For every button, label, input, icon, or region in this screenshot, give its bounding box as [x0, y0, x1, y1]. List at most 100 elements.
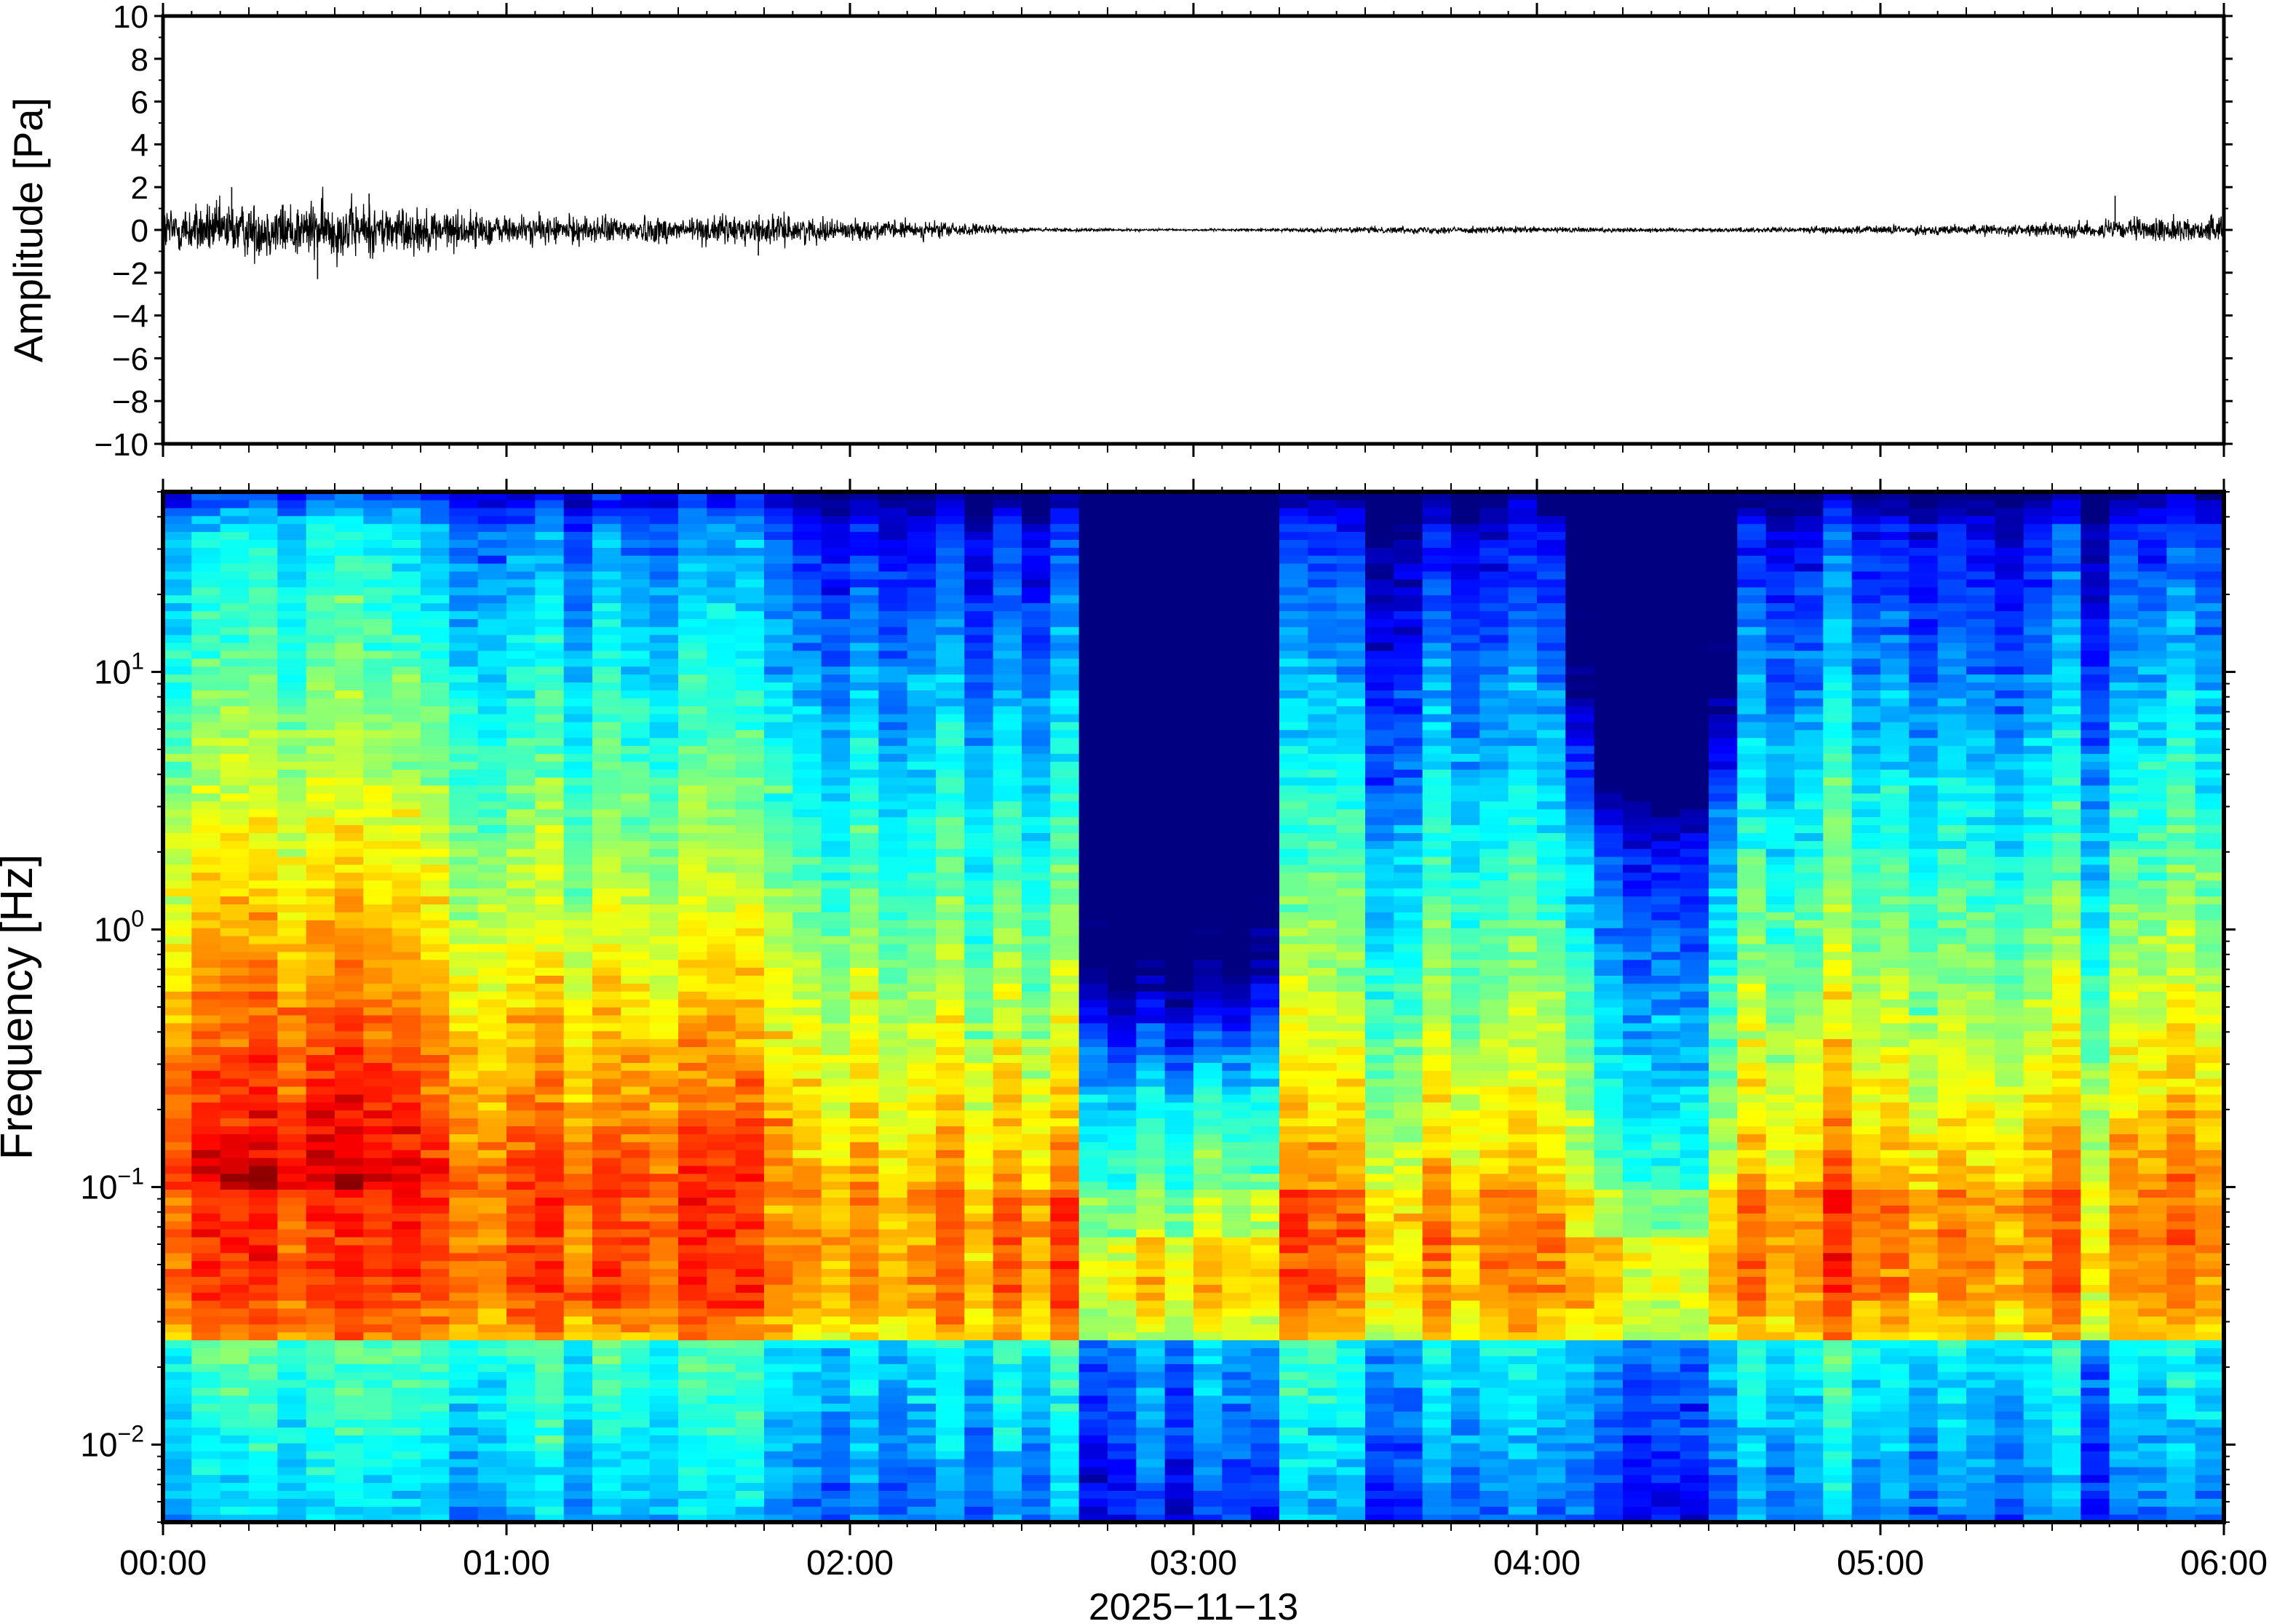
spectrogram-cell [964, 1379, 994, 1388]
spectrogram-cell [163, 1514, 192, 1522]
spectrogram-cell [993, 539, 1022, 548]
spectrogram-cell [421, 721, 450, 731]
spectrogram-cell [1078, 1260, 1108, 1270]
spectrogram-cell [220, 1086, 250, 1095]
spectrogram-cell [649, 1332, 679, 1341]
spectrogram-cell [306, 1466, 335, 1476]
spectrogram-cell [621, 555, 651, 564]
spectrogram-cell [850, 792, 879, 802]
spectrogram-cell [936, 523, 965, 533]
spectrogram-cell [1164, 1189, 1194, 1198]
spectrogram-cell [220, 936, 250, 944]
spectrogram-cell [1108, 840, 1137, 849]
spectrogram-cell [506, 1490, 536, 1499]
spectrogram-cell [1050, 1038, 1080, 1048]
spectrogram-cell [421, 1197, 450, 1206]
spectrogram-cell [592, 808, 621, 818]
spectrogram-cell [1050, 872, 1080, 881]
spectrogram-cell [1050, 539, 1080, 548]
spectrogram-cell [363, 1458, 393, 1468]
spectrogram-cell [1193, 1451, 1223, 1460]
spectrogram-cell [850, 912, 879, 920]
spectrogram-cell [563, 1118, 593, 1126]
spectrogram-cell [678, 1292, 707, 1301]
spectrogram-cell [1193, 936, 1223, 944]
spectrogram-cell [649, 1197, 679, 1206]
spectrogram-cell [563, 1046, 593, 1055]
spectrogram-cell [449, 1307, 479, 1317]
spectrogram-cell [1078, 943, 1108, 952]
spectrogram-cell [306, 1252, 335, 1262]
spectrogram-cell [792, 1324, 822, 1333]
spectrogram-cell [163, 1221, 192, 1230]
spectrogram-cell [535, 896, 565, 904]
spectrogram-cell [907, 745, 937, 755]
spectrogram-cell [392, 1150, 421, 1158]
spectrogram-cell [964, 1276, 994, 1285]
spectrogram-cell [1078, 1142, 1108, 1150]
spectrogram-cell [163, 1236, 192, 1246]
spectrogram-cell [335, 626, 364, 635]
spectrogram-cell [277, 1435, 307, 1444]
spectrogram-cell [563, 634, 593, 643]
spectrogram-cell [792, 547, 822, 556]
spectrogram-cell [477, 563, 507, 572]
spectrogram-cell [621, 714, 651, 723]
spectrogram-cell [1022, 800, 1051, 810]
spectrogram-cell [477, 721, 507, 731]
spectrogram-cell [163, 642, 192, 651]
spectrogram-cell [220, 1482, 250, 1491]
spectrogram-cell [306, 737, 335, 747]
spectrogram-cell [1136, 658, 1166, 667]
spectrogram-cell [1078, 1372, 1108, 1380]
spectrogram-cell [421, 650, 450, 659]
spectrogram-cell [993, 753, 1022, 762]
spectrogram-cell [1136, 959, 1166, 968]
spectrogram-cell [678, 539, 707, 548]
spectrogram-cell [1108, 896, 1137, 904]
spectrogram-cell [1108, 1030, 1137, 1040]
spectrogram-cell [191, 1197, 221, 1206]
spectrogram-cell [678, 602, 707, 611]
spectrogram-cell [392, 1205, 421, 1214]
spectrogram-cell [592, 1419, 621, 1428]
spectrogram-cell [936, 1007, 965, 1016]
spectrogram-cell [277, 991, 307, 1000]
spectrogram-cell [907, 737, 937, 747]
spectrogram-cell [735, 1070, 765, 1079]
spectrogram-cell [220, 1356, 250, 1364]
spectrogram-cell [163, 1054, 192, 1063]
spectrogram-cell [392, 1126, 421, 1134]
spectrogram-cell [306, 745, 335, 755]
spectrogram-cell [191, 690, 221, 698]
spectrogram-cell [563, 1062, 593, 1071]
spectrogram-cell [850, 840, 879, 849]
spectrogram-cell [707, 1340, 736, 1348]
spectrogram-cell [764, 1315, 793, 1325]
spectrogram-cell [1164, 1340, 1194, 1348]
spectrogram-cell [477, 1300, 507, 1309]
spectrogram-cell [649, 904, 679, 912]
spectrogram-cell [335, 682, 364, 690]
spectrogram-cell [993, 1158, 1022, 1166]
spectrogram-cell [1136, 1443, 1166, 1452]
spectrogram-cell [850, 1300, 879, 1309]
spectrogram-cell [1022, 1260, 1051, 1270]
spectrogram-cell [1050, 856, 1080, 865]
spectrogram-cell [1164, 666, 1194, 675]
spectrogram-cell [592, 1094, 621, 1103]
spectrogram-cell [1108, 959, 1137, 968]
spectrogram-cell [850, 626, 879, 635]
spectrogram-cell [936, 1356, 965, 1364]
spectrogram-cell [421, 959, 450, 968]
spectrogram-cell [1164, 492, 1194, 501]
spectrogram-cell [306, 1356, 335, 1364]
spectrogram-cell [392, 1498, 421, 1507]
spectrogram-cell [936, 777, 965, 786]
spectrogram-cell [936, 1181, 965, 1190]
spectrogram-cell [191, 1315, 221, 1325]
spectrogram-cell [1164, 999, 1194, 1008]
spectrogram-cell [993, 864, 1022, 873]
spectrogram-cell [878, 729, 908, 739]
spectrogram-cell [621, 1268, 651, 1277]
